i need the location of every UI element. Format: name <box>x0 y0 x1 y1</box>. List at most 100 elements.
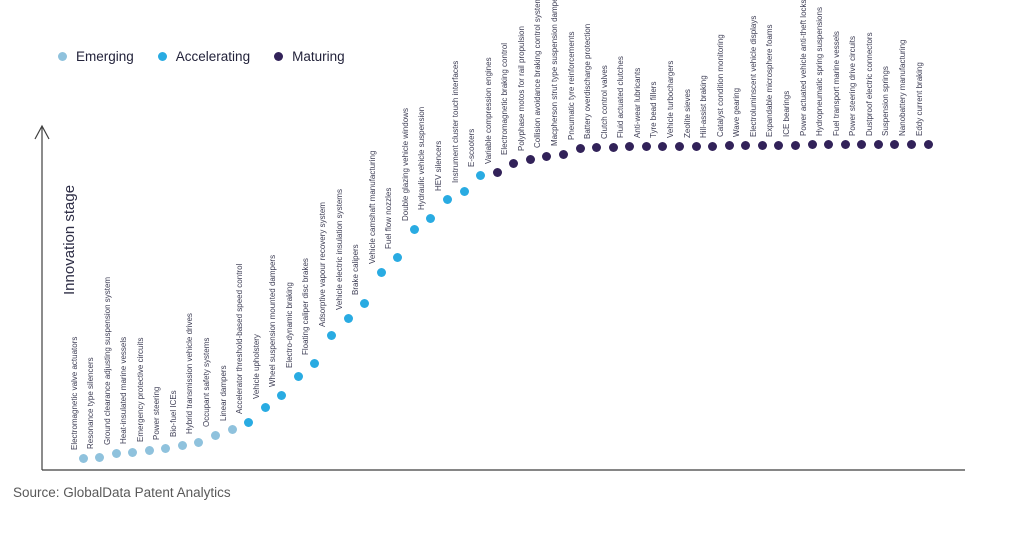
data-point-label: Vehicle turbochargers <box>666 60 676 138</box>
data-point-dot <box>608 142 618 152</box>
data-point-dot <box>95 452 105 462</box>
data-point-dot <box>227 424 237 434</box>
data-point-dot <box>78 453 88 463</box>
data-point-dot <box>525 154 535 164</box>
data-point-dot <box>426 213 436 223</box>
data-point-label: ICE bearings <box>782 90 791 137</box>
data-point-dot <box>376 267 386 277</box>
data-point-label: Expandable microsphere foams <box>765 24 775 137</box>
data-point-dot <box>824 139 834 149</box>
data-point-label: Power steering <box>152 386 162 440</box>
data-point-label: Hydraulic vehicle suspension <box>417 106 427 210</box>
data-point-dot <box>708 141 718 151</box>
data-point-dot <box>443 194 453 204</box>
data-point-label: Accelerator threshold-based speed contro… <box>235 263 245 414</box>
data-point-label: Clutch control valves <box>599 65 609 139</box>
data-point-label: Wave gearing <box>732 87 742 137</box>
data-point-label: Suspension springs <box>881 66 891 136</box>
data-point-label: Vehicle electric insulation systems <box>334 189 344 310</box>
data-point-dot <box>625 141 635 151</box>
data-point-dot <box>277 390 287 400</box>
data-point-label: Anti-wear lubricants <box>632 67 642 138</box>
data-point-dot <box>923 139 933 149</box>
data-point-dot <box>791 140 800 150</box>
data-point-dot <box>509 158 519 168</box>
data-point-label: E-scooters <box>467 128 477 167</box>
y-axis-title: Innovation stage <box>61 184 79 295</box>
data-point-label: Electromagnetic valve actuators <box>69 336 79 450</box>
data-point-dot <box>144 445 154 455</box>
data-point-label: Adsorptive vapour recovery system <box>318 202 328 327</box>
data-point-label: Resonance type silencers <box>86 357 96 449</box>
data-point-dot <box>293 371 303 381</box>
data-point-dot <box>873 139 883 149</box>
legend-label: Emerging <box>76 49 134 64</box>
data-point-label: Pneumatic tyre reinforcements <box>566 31 576 141</box>
data-point-dot <box>128 447 138 457</box>
data-point-label: HEV silencers <box>434 140 444 191</box>
data-point-dot <box>691 141 701 151</box>
data-point-label: Electroluminscent vehicle displays <box>748 15 758 137</box>
legend-item-accelerating: Accelerating <box>157 49 250 64</box>
data-point-label: Macpherson strut type suspension damper <box>550 0 560 146</box>
data-point-label: Electro-dynamic braking <box>284 282 294 368</box>
data-point-dot <box>409 224 419 234</box>
data-point-label: Bio-fuel ICEs <box>168 390 178 437</box>
data-point-label: Double glazing vehicle windows <box>400 108 410 221</box>
emerging-dot-icon <box>58 52 67 61</box>
data-point-label: Heat-insulated marine vessels <box>119 336 129 444</box>
data-point-dot <box>194 437 204 447</box>
data-point-dot <box>492 167 502 177</box>
data-point-dot <box>592 142 602 152</box>
data-point-label: Hill-assist braking <box>699 75 709 138</box>
data-point-label: Fuel transport marine vessels <box>831 31 841 136</box>
data-point-label: Fuel flow nozzles <box>384 187 394 249</box>
data-point-dot <box>907 139 916 149</box>
legend-item-maturing: Maturing <box>274 49 345 64</box>
data-point-dot <box>559 149 569 159</box>
data-point-dot <box>807 139 817 149</box>
data-point-label: Battery overdischarge protection <box>583 23 593 139</box>
data-point-label: Fluid actuated clutches <box>616 56 626 138</box>
data-point-label: Vehicle camshaft manufacturing <box>367 150 377 264</box>
data-point-dot <box>757 140 767 150</box>
data-point-label: Tyre bead fillers <box>649 81 659 138</box>
data-point-label: Collision avoidance braking control syst… <box>533 0 543 148</box>
data-point-dot <box>360 298 370 308</box>
data-point-label: Floating caliper disc brakes <box>301 258 311 355</box>
data-point-label: Power steering drive circuits <box>848 35 858 136</box>
data-point-dot <box>244 417 254 427</box>
data-point-dot <box>327 330 337 340</box>
data-point-label: Emergency protective circuits <box>135 337 145 442</box>
data-point-dot <box>211 430 221 440</box>
accelerating-dot-icon <box>157 52 167 61</box>
data-point-dot <box>393 252 403 262</box>
data-point-label: Power actuated vehicle anti-theft locks <box>798 0 808 136</box>
data-point-label: Ground clearance adjusting suspension sy… <box>102 276 112 445</box>
data-point-dot <box>724 140 734 150</box>
data-point-dot <box>675 141 685 151</box>
maturing-dot-icon <box>274 52 284 61</box>
data-point-dot <box>177 440 187 450</box>
data-point-dot <box>658 141 668 151</box>
data-point-dot <box>857 139 867 149</box>
data-point-label: Hydropneumatic spring suspensions <box>815 7 825 136</box>
data-point-label: Catalyst condition monitoring <box>715 34 725 137</box>
data-point-label: Variable compression engines <box>483 57 493 164</box>
data-point-label: Wheel suspension mounted dampers <box>268 254 278 387</box>
data-point-label: Hybrid transmission vehicle drives <box>185 313 195 434</box>
data-point-dot <box>343 313 353 323</box>
data-point-label: Nanobattery manufacturing <box>898 39 907 137</box>
data-point-label: Instrument cluster touch interfaces <box>450 60 460 183</box>
legend-label: Maturing <box>292 49 345 64</box>
y-axis-arrow-icon <box>34 124 50 140</box>
data-point-label: Occupant safety systems <box>202 337 212 427</box>
source-caption: Source: GlobalData Patent Analytics <box>13 485 231 500</box>
data-point-dot <box>840 139 850 149</box>
data-point-dot <box>459 186 469 196</box>
data-point-label: Zeolite sieves <box>682 89 692 138</box>
data-point-label: Brake calipers <box>351 244 361 295</box>
data-point-label: Electromagnetic braking control <box>500 42 510 155</box>
data-point-label: Polyphase motos for rail propulsion <box>516 26 526 151</box>
